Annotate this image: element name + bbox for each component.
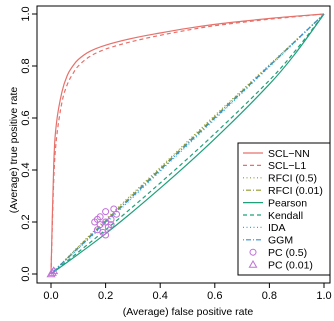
legend-label-rfci-0-5: RFCI (0.5): [268, 173, 317, 185]
y-tick-labels: 0.0 0.2 0.4 0.6 0.8 1.0: [20, 6, 32, 281]
legend-label-pearson: Pearson: [268, 197, 307, 209]
series-line-scl-l1: [50, 13, 325, 275]
legend-label-scl-nn: SCL−NN: [268, 148, 310, 160]
point-pc-0-5: [93, 226, 101, 234]
x-tick-label: 0.0: [43, 290, 58, 302]
series-line-kendall: [50, 13, 325, 275]
point-pc-0-5: [93, 215, 101, 223]
x-tick-labels: 0.0 0.2 0.4 0.6 0.8 1.0: [43, 290, 331, 302]
legend-label-kendall: Kendall: [268, 210, 303, 222]
x-tick-label: 0.2: [98, 290, 113, 302]
point-pc-0-5: [107, 221, 115, 229]
legend-label-ida: IDA: [268, 222, 286, 234]
point-pc-0-5: [110, 205, 118, 213]
x-axis-title: (Average) false positive rate: [123, 306, 254, 318]
point-pc-0-5: [102, 208, 110, 216]
y-tick-label: 1.0: [20, 6, 32, 21]
series-line-scl-nn: [50, 13, 325, 275]
x-tick-label: 0.4: [153, 290, 168, 302]
series-layer: [46, 13, 325, 278]
legend-key-pc-0-5: [249, 248, 257, 256]
y-tick-label: 0.8: [20, 58, 32, 73]
point-pc-0-5: [113, 210, 121, 218]
y-axis-ticks: [32, 13, 37, 275]
legend-key-pc-0-01: [248, 259, 258, 268]
series-line-ggm: [50, 13, 325, 275]
point-pc-0-01: [49, 266, 59, 275]
x-axis-ticks: [50, 283, 325, 288]
x-tick-label: 1.0: [316, 290, 331, 302]
y-tick-label: 0.6: [20, 110, 32, 125]
y-tick-label: 0.4: [20, 162, 32, 177]
legend-label-rfci-0-01: RFCI (0.01): [268, 185, 323, 197]
x-tick-label: 0.8: [262, 290, 277, 302]
legend-label-scl-l1: SCL−L1: [268, 160, 306, 172]
y-axis-title: (Average) true positive rate: [8, 87, 20, 214]
point-pc-0-5: [107, 215, 115, 223]
legend-label-pc-0-01: PC (0.01): [268, 259, 313, 271]
x-tick-label: 0.6: [207, 290, 222, 302]
point-pc-0-5: [102, 231, 110, 239]
legend-label-pc-0-5: PC (0.5): [268, 247, 307, 259]
point-pc-0-5: [96, 221, 104, 229]
point-pc-0-5: [102, 218, 110, 226]
y-tick-label: 0.2: [20, 214, 32, 229]
y-tick-label: 0.0: [20, 266, 32, 281]
legend-label-ggm: GGM: [268, 235, 293, 247]
